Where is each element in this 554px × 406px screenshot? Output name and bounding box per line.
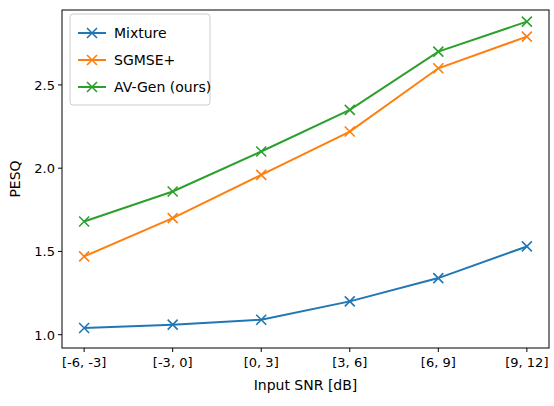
x-tick-label: [9, 12] xyxy=(505,355,548,370)
x-tick-label: [-6, -3] xyxy=(62,355,106,370)
x-tick xyxy=(84,348,85,352)
legend-label: SGMSE+ xyxy=(114,52,175,68)
marker xyxy=(168,213,178,223)
marker xyxy=(345,105,355,115)
marker xyxy=(345,296,355,306)
marker xyxy=(522,32,532,42)
y-axis-label: PESQ xyxy=(7,160,23,197)
marker xyxy=(433,63,443,73)
y-tick-label: 2.0 xyxy=(34,161,55,176)
x-tick-label: [3, 6] xyxy=(332,355,367,370)
y-tick xyxy=(58,84,62,85)
x-tick-label: [6, 9] xyxy=(421,355,456,370)
x-tick xyxy=(261,348,262,352)
x-tick xyxy=(438,348,439,352)
series-line xyxy=(84,246,527,328)
legend-label: Mixture xyxy=(114,25,167,41)
y-tick-label: 1.5 xyxy=(34,244,55,259)
marker xyxy=(433,273,443,283)
plot-area xyxy=(79,17,532,333)
legend-marker xyxy=(87,28,97,38)
x-tick xyxy=(349,348,350,352)
marker xyxy=(522,17,532,27)
marker xyxy=(168,186,178,196)
x-tick xyxy=(526,348,527,352)
marker xyxy=(433,47,443,57)
marker xyxy=(79,323,89,333)
y-tick xyxy=(58,168,62,169)
marker xyxy=(256,170,266,180)
series-line xyxy=(84,22,527,222)
marker xyxy=(256,147,266,157)
legend-marker xyxy=(87,82,97,92)
x-tick-label: [-3, 0] xyxy=(153,355,193,370)
legend-marker xyxy=(87,55,97,65)
marker xyxy=(345,127,355,137)
y-tick-label: 1.0 xyxy=(34,328,55,343)
marker xyxy=(79,251,89,261)
y-tick xyxy=(58,334,62,335)
y-tick xyxy=(58,251,62,252)
x-axis-label: Input SNR [dB] xyxy=(254,377,358,393)
marker xyxy=(522,241,532,251)
legend-label: AV-Gen (ours) xyxy=(114,79,211,95)
y-tick-label: 2.5 xyxy=(34,78,55,93)
x-tick-label: [0, 3] xyxy=(244,355,279,370)
legend: Mixture SGMSE+ AV-Gen (ours) xyxy=(70,14,211,105)
marker xyxy=(79,216,89,226)
chart: 1.0 1.5 2.0 2.5 [-6, -3] [-3, 0] [0, 3] [3, 6] [… xyxy=(0,0,554,406)
plot-frame xyxy=(62,10,549,348)
marker xyxy=(256,315,266,325)
marker xyxy=(168,320,178,330)
x-tick xyxy=(172,348,173,352)
